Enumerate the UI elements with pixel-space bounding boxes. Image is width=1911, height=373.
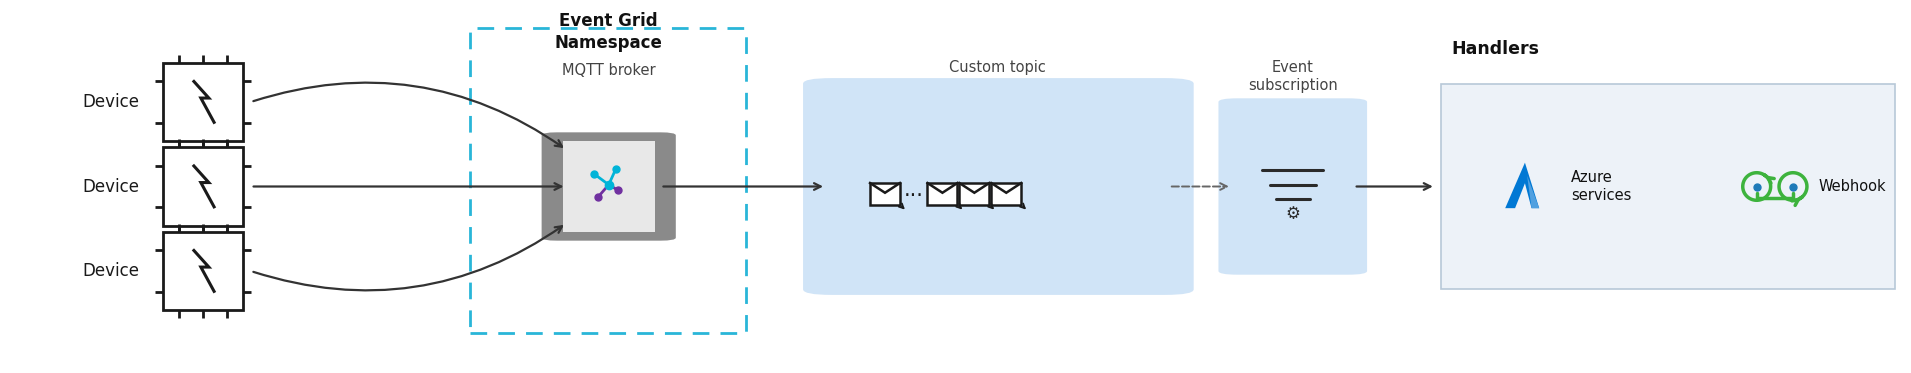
FancyBboxPatch shape [541, 132, 676, 241]
FancyBboxPatch shape [564, 141, 655, 232]
FancyBboxPatch shape [162, 147, 243, 226]
FancyBboxPatch shape [162, 63, 243, 141]
FancyBboxPatch shape [1219, 98, 1366, 275]
Text: Handlers: Handlers [1450, 40, 1538, 57]
Text: Custom topic: Custom topic [950, 60, 1045, 75]
FancyBboxPatch shape [927, 183, 957, 205]
Text: ⚙: ⚙ [1286, 205, 1299, 223]
Polygon shape [1527, 176, 1538, 208]
Text: Azure
services: Azure services [1571, 170, 1632, 203]
Text: Event Grid
Namespace: Event Grid Namespace [554, 12, 663, 52]
Text: Event
subscription: Event subscription [1248, 60, 1338, 93]
Text: Webhook: Webhook [1819, 179, 1886, 194]
Text: Device: Device [82, 178, 140, 195]
FancyBboxPatch shape [992, 183, 1020, 205]
Text: MQTT broker: MQTT broker [562, 63, 655, 78]
FancyBboxPatch shape [959, 183, 990, 205]
FancyBboxPatch shape [803, 78, 1194, 295]
Text: ...: ... [904, 180, 923, 200]
Text: Device: Device [82, 93, 140, 111]
FancyBboxPatch shape [1441, 84, 1896, 289]
FancyBboxPatch shape [870, 183, 900, 205]
Polygon shape [1506, 163, 1538, 208]
Text: Device: Device [82, 262, 140, 280]
FancyBboxPatch shape [162, 232, 243, 310]
